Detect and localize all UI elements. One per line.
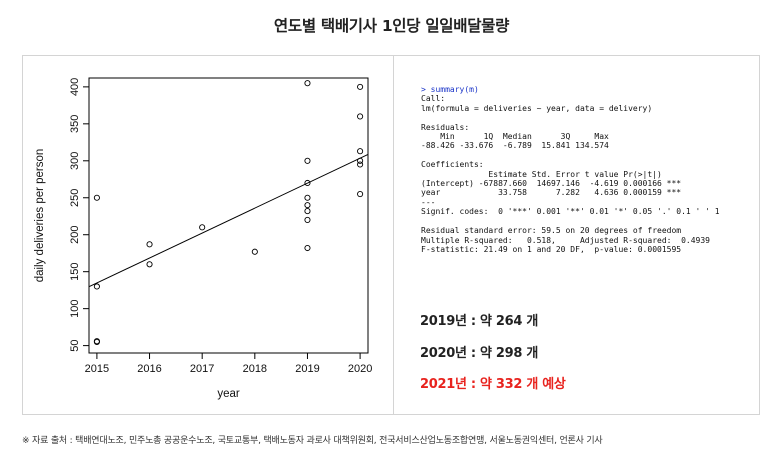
y-tick-label: 300 (69, 152, 81, 170)
regression-line (88, 154, 369, 288)
y-tick-label: 150 (69, 263, 81, 281)
console-line: -88.426 -33.676 -6.789 15.841 134.574 (421, 141, 609, 151)
scatter-plot: 2015 2016 2017 2018 2019 2020 50 100 150 200 250 30… (34, 77, 372, 400)
r-console-output: > summary(m) Call: lm(formula = deliveri… (421, 85, 756, 254)
y-tick-label: 350 (69, 115, 81, 133)
x-tick-label: 2020 (348, 363, 372, 375)
data-point (304, 80, 311, 87)
y-tick-label: 100 (69, 299, 81, 317)
console-body: Call: lm(formula = deliveries ~ year, da… (421, 94, 720, 254)
data-point (304, 216, 311, 223)
x-tick-label: 2016 (137, 363, 161, 375)
console-line: Estimate Std. Error t value Pr(>|t|) (421, 169, 662, 179)
prediction-2021: 2021년 : 약 332 개 예상 (420, 377, 566, 392)
data-point (146, 241, 153, 248)
panel-divider (393, 56, 394, 414)
data-point (251, 248, 258, 255)
console-line: Multiple R-squared: 0.518, Adjusted R-sq… (421, 235, 710, 245)
data-point (304, 157, 311, 164)
x-tick-label: 2015 (85, 363, 109, 375)
prediction-2019: 2019년 : 약 264 개 (420, 314, 539, 329)
x-tick-label: 2017 (190, 363, 214, 375)
console-line: Residuals: (421, 122, 470, 132)
x-tick-label: 2018 (243, 363, 267, 375)
console-line: (Intercept) -67887.660 14697.146 -4.619 … (421, 179, 682, 189)
y-axis-label: daily deliveries per person (34, 149, 46, 283)
console-line: F-statistic: 21.49 on 1 and 20 DF, p-val… (421, 244, 682, 254)
console-command: > summary(m) (421, 85, 479, 94)
console-line: Min 1Q Median 3Q Max (421, 132, 609, 142)
data-point (146, 261, 153, 268)
console-line: Coefficients: (421, 160, 484, 170)
data-point (304, 202, 311, 209)
console-line: Signif. codes: 0 '***' 0.001 '**' 0.01 '… (421, 207, 720, 217)
data-point (357, 83, 364, 90)
source-footnote: ※ 자료 출처 : 택배연대노조, 민주노총 공공운수노조, 국토교통부, 택배… (22, 436, 603, 446)
console-line: year 33.758 7.282 4.636 0.000159 *** (421, 188, 682, 198)
console-line: --- (421, 197, 436, 207)
prediction-2020: 2020년 : 약 298 개 (420, 346, 539, 361)
data-point (357, 148, 364, 155)
x-tick-label: 2019 (295, 363, 319, 375)
console-line: lm(formula = deliveries ~ year, data = d… (421, 103, 653, 113)
data-point (304, 179, 311, 187)
y-tick-label: 200 (69, 226, 81, 244)
data-point (357, 191, 364, 198)
data-point (199, 224, 206, 231)
console-line: Residual standard error: 59.5 on 20 degr… (421, 226, 682, 236)
y-tick-label: 250 (69, 189, 81, 207)
x-axis-label: year (217, 388, 240, 400)
data-point (304, 208, 311, 215)
data-point (93, 338, 100, 345)
y-tick-label: 50 (69, 339, 81, 351)
data-point (357, 161, 364, 168)
console-line: Call: (421, 94, 446, 104)
data-point (357, 113, 364, 120)
data-point (357, 157, 364, 164)
data-point (93, 194, 100, 201)
data-point (304, 194, 311, 201)
plot-box (88, 77, 369, 354)
figure-frame (22, 55, 760, 415)
data-point (93, 283, 100, 290)
data-point (304, 244, 311, 252)
y-tick-label: 400 (69, 78, 81, 96)
page-title: 연도별 택배기사 1인당 일일배달물량 (273, 17, 510, 35)
